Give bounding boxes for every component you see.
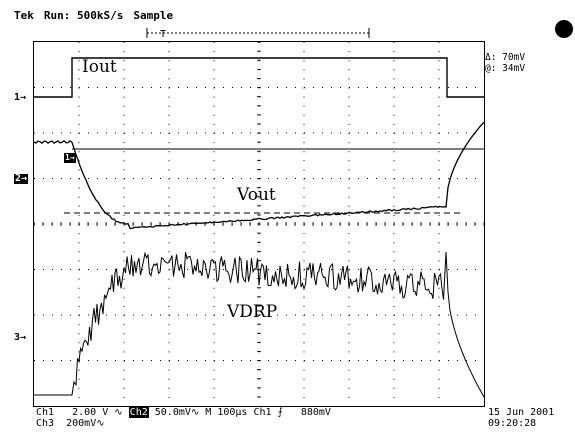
- waveform-canvas: [34, 42, 484, 406]
- timestamp: 15 Jun 2001 09:20:28: [488, 407, 554, 429]
- ch3-readout: Ch3 200mV∿: [36, 418, 105, 429]
- ch3-ground-marker: 3→: [14, 333, 26, 343]
- date-label: 15 Jun 2001: [488, 407, 554, 418]
- vout-label: Vout: [237, 185, 276, 205]
- ch1-scale: 2.00 V: [72, 407, 108, 418]
- iout-label: Iout: [82, 57, 117, 77]
- ch2-ground-marker: 2→: [14, 174, 28, 184]
- cursor-delta: Δ: 70mV: [485, 52, 525, 63]
- settings-readout: Ch1 2.00 V ∿ Ch2 50.0mV∿ M 100μs Ch1 ⨍ 8…: [36, 407, 331, 418]
- trigger-level: 880mV: [301, 407, 331, 418]
- ch2-label: Ch2: [129, 407, 149, 418]
- trigger-source: Ch1: [253, 407, 271, 418]
- trigger-position-bar: T: [143, 27, 373, 39]
- oscilloscope-display: [33, 41, 485, 407]
- ch3-label: Ch3: [36, 418, 54, 429]
- ch3-scale: 200mV: [66, 418, 96, 429]
- timebase: M 100μs: [205, 407, 247, 418]
- ch1-label: Ch1: [36, 407, 54, 418]
- trigger-position-marker: T: [160, 29, 166, 39]
- acquisition-mode: Sample: [133, 9, 173, 22]
- run-status: Run: 500kS/s: [44, 9, 123, 22]
- ch1-ground-marker: 1→: [14, 93, 26, 103]
- cursor-readout: Δ: 70mV @: 34mV: [485, 52, 525, 74]
- brand-label: Tek: [14, 9, 34, 22]
- vdrp-label: VDRP: [227, 302, 277, 322]
- time-label: 09:20:28: [488, 418, 554, 429]
- ch2-scale: 50.0mV: [155, 407, 191, 418]
- scope-status-bar: Tek Run: 500kS/s Sample: [14, 9, 183, 25]
- record-indicator-icon: [555, 20, 573, 38]
- cursor-position: @: 34mV: [485, 63, 525, 74]
- trigger-point-marker: 1→: [64, 153, 76, 163]
